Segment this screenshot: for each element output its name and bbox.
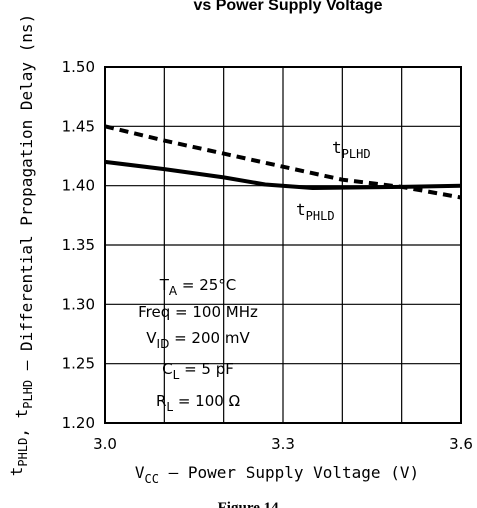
y-axis-label: tPHLD, tPLHD – Differential Propagation … (7, 14, 36, 476)
condition-line: CL = 5 pF (162, 360, 234, 382)
x-tick-label: 3.6 (449, 435, 473, 453)
figure-label: Figure 14. (218, 500, 283, 508)
condition-line: RL = 100 Ω (156, 392, 240, 414)
y-tick-label: 1.45 (62, 117, 95, 135)
condition-line: Freq = 100 MHz (138, 303, 258, 321)
y-tick-label: 1.40 (62, 177, 95, 195)
x-axis-label: VCC – Power Supply Voltage (V) (135, 463, 419, 486)
condition-line: TA = 25°C (159, 276, 237, 298)
series-labels: tPLHD tPHLD (296, 138, 371, 223)
grid (105, 67, 461, 423)
series-line-tPHLD (104, 159, 462, 190)
x-tick-label: 3.0 (93, 435, 117, 453)
plot-frame (104, 66, 462, 424)
y-tick-label: 1.25 (62, 355, 95, 373)
y-tick-label: 1.35 (62, 236, 95, 254)
series-label-tPHLD: tPHLD (296, 200, 335, 223)
series-lines (104, 124, 462, 200)
test-conditions: TA = 25°C Freq = 100 MHz VID = 200 mV CL = … (138, 276, 258, 414)
chart-title: vs Power Supply Voltage (193, 0, 382, 14)
y-tick-label: 1.20 (62, 414, 95, 432)
y-tick-label: 1.30 (62, 295, 95, 313)
x-tick-label: 3.3 (271, 435, 295, 453)
tick-labels: 1.50 1.45 1.40 1.35 1.30 1.25 1.20 3.0 3.3 3.6 (62, 58, 473, 453)
series-label-tPLHD: tPLHD (332, 138, 371, 161)
y-tick-label: 1.50 (62, 58, 95, 76)
condition-line: VID = 200 mV (146, 329, 250, 351)
